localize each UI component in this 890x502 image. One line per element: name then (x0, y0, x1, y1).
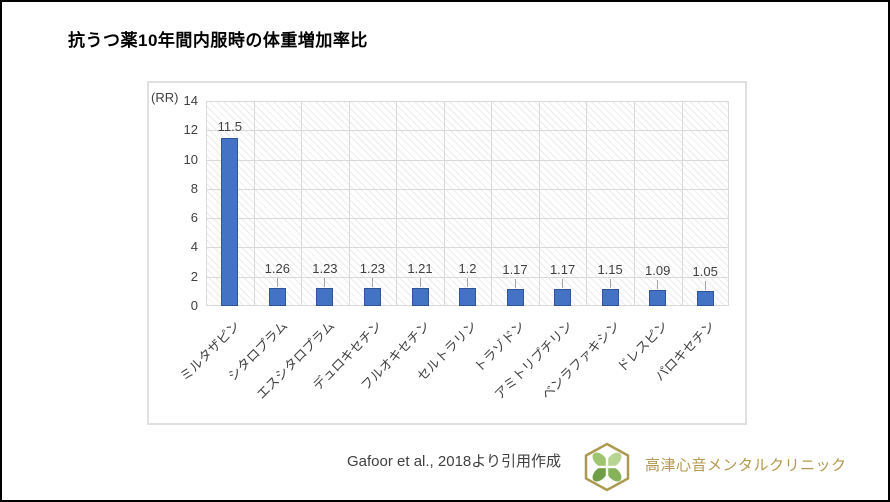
bar-value-label: 1.17 (549, 261, 576, 277)
data-label-leader-line (324, 278, 326, 287)
data-label-leader-line (276, 277, 278, 287)
bar (649, 290, 667, 306)
bar (554, 288, 572, 306)
bar-value-label: 1.23 (312, 261, 338, 276)
data-label-leader-line (609, 279, 611, 289)
bar (268, 287, 286, 306)
y-tick-label: 0 (190, 298, 198, 313)
clinic-logo-icon (584, 442, 630, 492)
plot-area (206, 101, 729, 306)
bar (696, 290, 714, 306)
y-tick-label: 6 (190, 210, 198, 226)
gridline (681, 101, 683, 306)
bar (221, 137, 239, 306)
gridline (206, 276, 729, 278)
gridline (206, 130, 729, 132)
page-title: 抗うつ薬10年間内服時の体重増加率比 (68, 31, 368, 50)
gridline (633, 101, 635, 306)
bar-value-label: 1.21 (407, 261, 433, 277)
data-label-leader-line (562, 278, 564, 288)
gridline (396, 101, 398, 306)
y-axis-unit-label: (RR) (151, 90, 179, 105)
bar (459, 288, 476, 306)
gridline (206, 218, 729, 220)
bar (316, 288, 334, 306)
data-label-leader-line (704, 280, 706, 290)
bar-value-label: 1.17 (502, 261, 528, 277)
bar-value-label: 1.2 (458, 261, 477, 277)
gridline (206, 188, 729, 190)
citation-text: Gafoor et al., 2018より引用作成 (347, 453, 561, 470)
clinic-name: 高津心音メンタルクリニック (645, 457, 847, 474)
y-tick-label: 12 (183, 122, 198, 138)
gridline (206, 247, 729, 249)
bar (363, 288, 381, 306)
data-label-leader-line (467, 278, 468, 288)
gridline (491, 101, 493, 306)
bar-value-label: 11.5 (217, 118, 242, 134)
gridline (538, 101, 540, 306)
bar-chart: (RR) 0 2 4 6 8 10 12 14 11.5 ミルタザピン 1.26 シタロプラム 1.23… (147, 81, 747, 425)
bar-value-label: 1.15 (597, 262, 623, 278)
data-label-leader-line (514, 278, 516, 288)
y-tick-label: 10 (183, 151, 198, 167)
gridline (301, 101, 303, 306)
y-tick-label: 4 (190, 239, 198, 255)
bar-value-label: 1.05 (692, 263, 718, 279)
y-tick-label: 14 (183, 93, 198, 108)
bar (601, 289, 619, 306)
bar (506, 288, 524, 306)
bar-value-label: 1.23 (359, 261, 386, 276)
data-label-leader-line (371, 278, 373, 287)
bar-value-label: 1.09 (645, 263, 671, 278)
data-label-leader-line (657, 280, 659, 289)
gridline (443, 101, 445, 306)
gridline (206, 159, 729, 161)
gridline (586, 101, 588, 306)
y-tick-label: 8 (190, 180, 198, 196)
bar-value-label: 1.26 (264, 260, 290, 276)
data-label-leader-line (419, 278, 421, 288)
y-tick-label: 2 (190, 268, 198, 284)
gridline (348, 101, 350, 306)
bar (411, 288, 429, 306)
gridline (253, 101, 255, 306)
